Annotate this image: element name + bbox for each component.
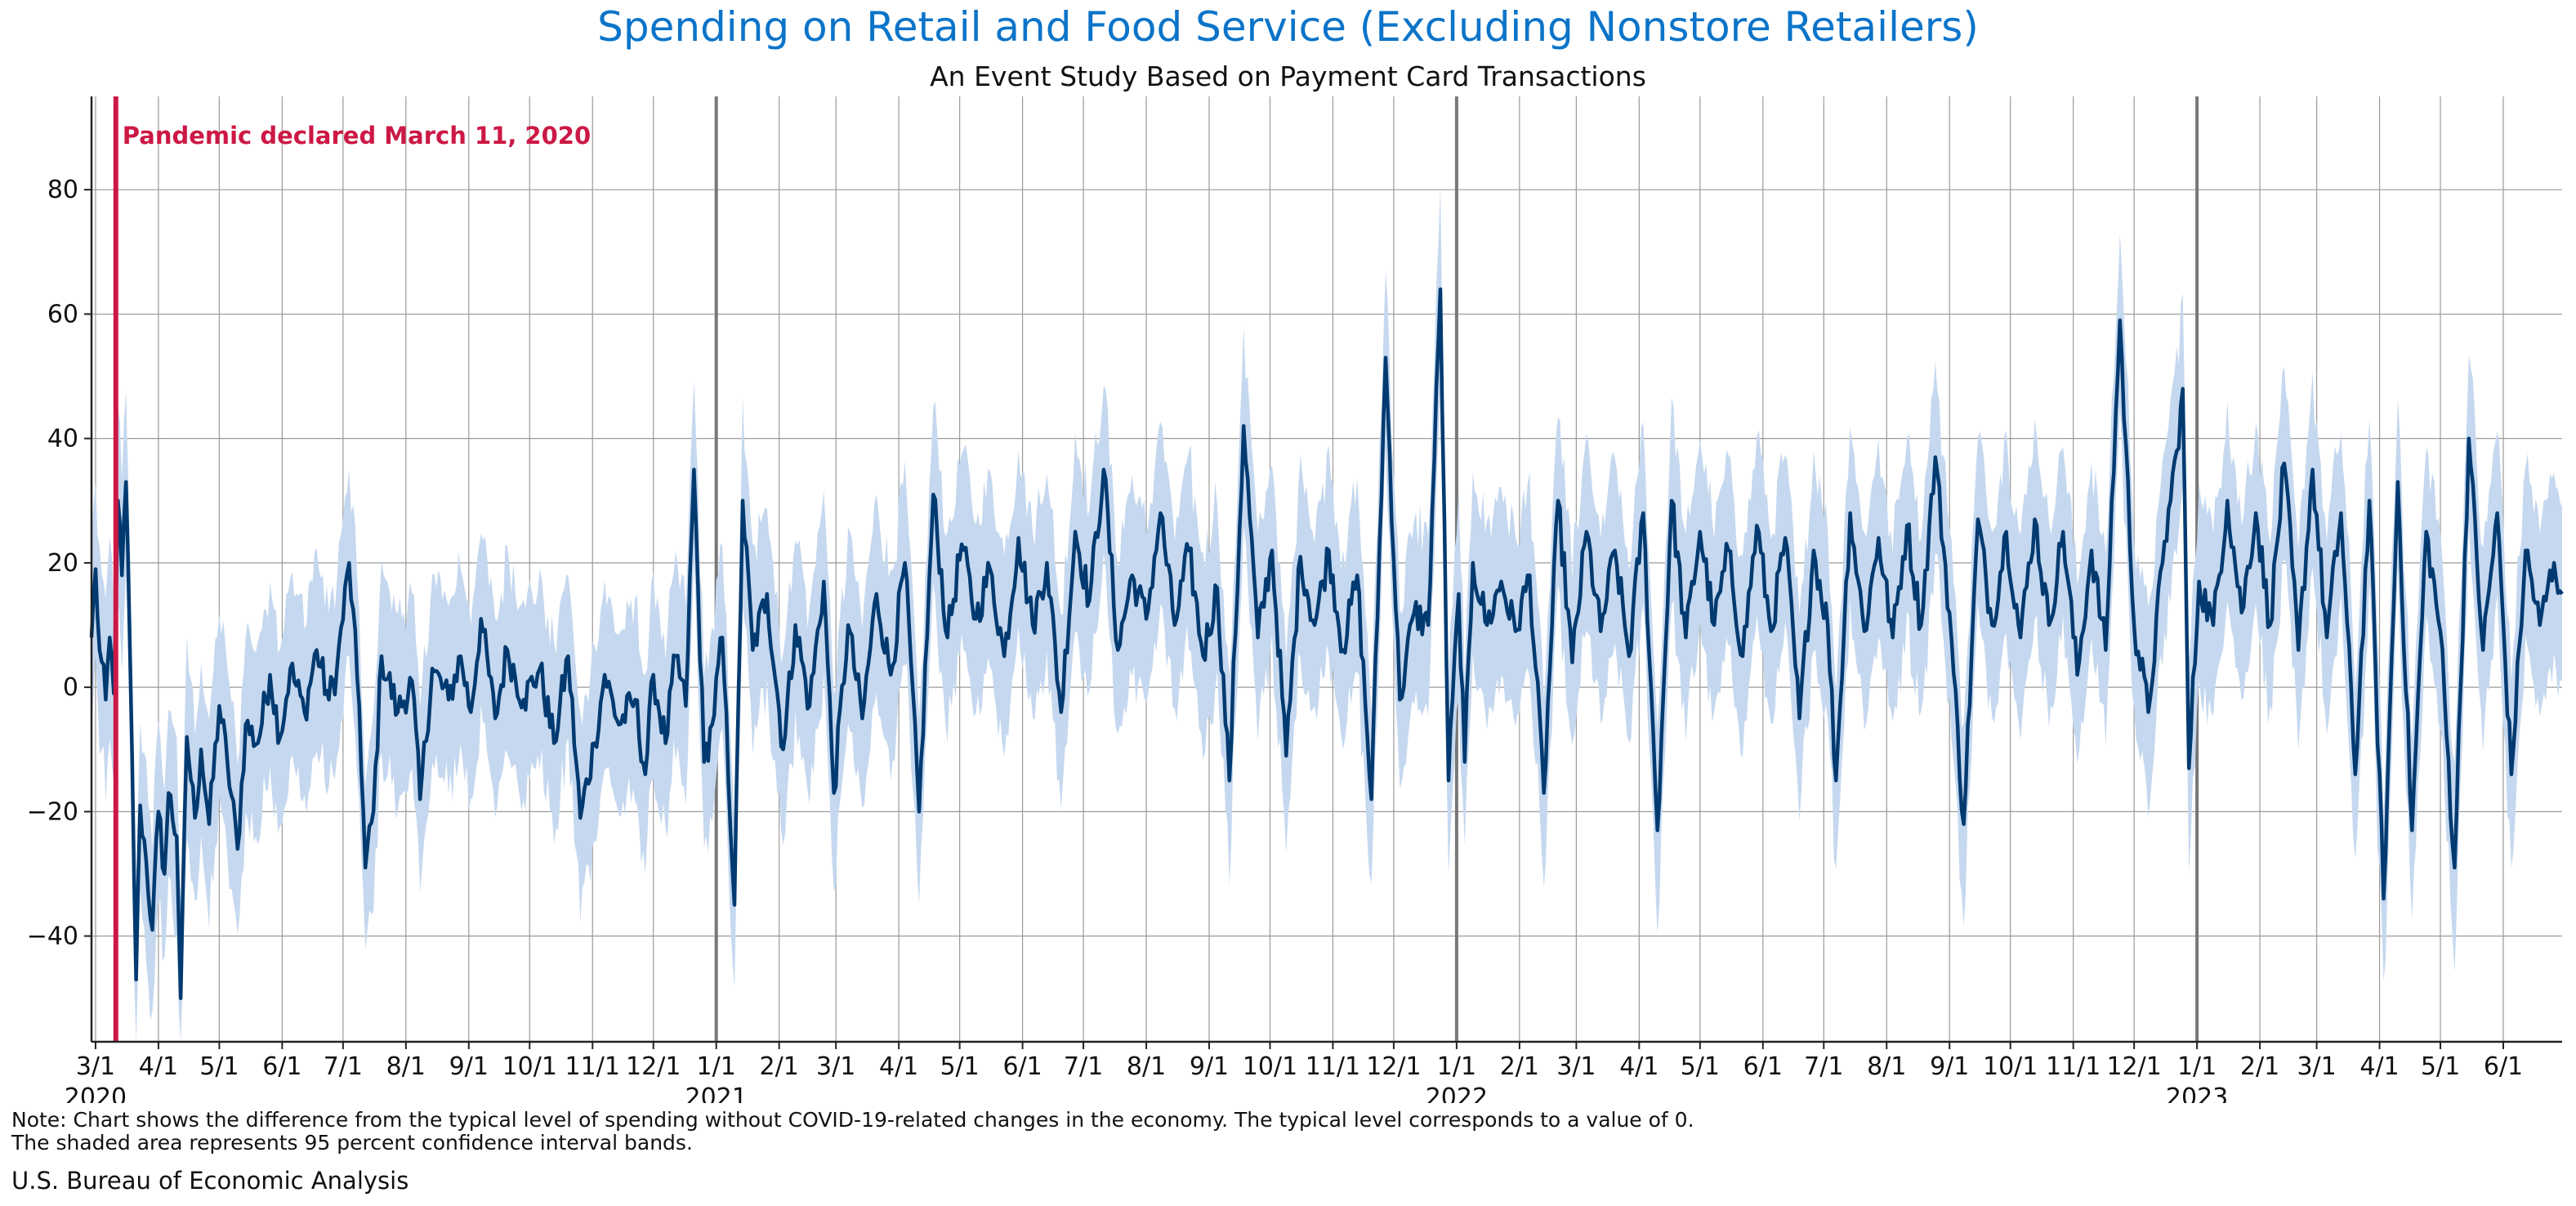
axes bbox=[84, 96, 2562, 1049]
x-tick-label: 8/1 bbox=[386, 1052, 426, 1081]
event-marker-layer: Pandemic declared March 11, 2020 bbox=[113, 96, 591, 1042]
x-year-label: 2020 bbox=[65, 1083, 127, 1103]
y-tick-label: −20 bbox=[27, 797, 78, 826]
x-tick-label: 3/1 bbox=[2297, 1052, 2336, 1081]
x-year-label: 2023 bbox=[2166, 1083, 2228, 1103]
y-tick-label: 40 bbox=[47, 425, 78, 453]
series-line bbox=[89, 287, 2564, 1000]
x-tick-label: 6/1 bbox=[1743, 1052, 1783, 1081]
x-year-label: 2021 bbox=[685, 1083, 748, 1103]
x-tick-label: 8/1 bbox=[1867, 1052, 1906, 1081]
y-tick-label: 0 bbox=[63, 673, 78, 702]
y-tick-label: 80 bbox=[47, 176, 78, 204]
x-tick-label: 7/1 bbox=[1804, 1052, 1843, 1081]
x-tick-label: 4/1 bbox=[139, 1052, 178, 1081]
x-tick-label: 9/1 bbox=[1190, 1052, 1229, 1081]
x-tick-label: 9/1 bbox=[1930, 1052, 1969, 1081]
x-tick-label: 10/1 bbox=[502, 1052, 557, 1081]
series-line-layer bbox=[89, 287, 2564, 1000]
x-tick-label: 7/1 bbox=[1064, 1052, 1103, 1081]
x-tick-label: 6/1 bbox=[262, 1052, 301, 1081]
x-tick-label: 3/1 bbox=[76, 1052, 115, 1081]
x-tick-label: 12/1 bbox=[2106, 1052, 2161, 1081]
x-tick-label: 9/1 bbox=[449, 1052, 489, 1081]
x-tick-label: 11/1 bbox=[2046, 1052, 2101, 1081]
x-tick-label: 1/1 bbox=[2177, 1052, 2217, 1081]
x-tick-label: 5/1 bbox=[2421, 1052, 2460, 1081]
event-label: Pandemic declared March 11, 2020 bbox=[123, 122, 591, 150]
tick-labels: −40 −20 0 20 40 60 80 3/1 4/1 5/1 6/1 7/1 8/1 9/1 10/1… bbox=[27, 176, 2523, 1103]
y-tick-label: 20 bbox=[47, 549, 78, 578]
x-tick-label: 10/1 bbox=[1983, 1052, 2038, 1081]
x-tick-label: 3/1 bbox=[816, 1052, 855, 1081]
x-tick-label: 1/1 bbox=[1437, 1052, 1476, 1081]
x-tick-label: 10/1 bbox=[1243, 1052, 1297, 1081]
x-tick-label: 6/1 bbox=[2484, 1052, 2523, 1081]
chart-note: Note: Chart shows the difference from th… bbox=[11, 1108, 1694, 1132]
grid bbox=[92, 96, 2562, 1042]
line-chart: Pandemic declared March 11, 2020 −40 −20 0… bbox=[27, 96, 2564, 1103]
x-tick-label: 12/1 bbox=[1366, 1052, 1421, 1081]
y-tick-label: −40 bbox=[27, 922, 78, 951]
x-tick-label: 7/1 bbox=[324, 1052, 363, 1081]
x-tick-label: 4/1 bbox=[2359, 1052, 2399, 1081]
x-tick-label: 11/1 bbox=[1306, 1052, 1360, 1081]
y-tick-label: 60 bbox=[47, 300, 78, 328]
x-tick-label: 3/1 bbox=[1556, 1052, 1596, 1081]
confidence-band-layer bbox=[92, 185, 2562, 1043]
x-tick-label: 4/1 bbox=[879, 1052, 918, 1081]
chart-note-band: The shaded area represents 95 percent co… bbox=[11, 1131, 693, 1155]
chart-title: Spending on Retail and Food Service (Exc… bbox=[597, 3, 1979, 51]
x-tick-label: 2/1 bbox=[2240, 1052, 2279, 1081]
chart-subtitle: An Event Study Based on Payment Card Tra… bbox=[930, 60, 1646, 92]
x-tick-label: 1/1 bbox=[697, 1052, 736, 1081]
x-tick-label: 5/1 bbox=[199, 1052, 239, 1081]
x-year-label: 2022 bbox=[1426, 1083, 1488, 1103]
x-tick-label: 6/1 bbox=[1002, 1052, 1042, 1081]
source-attribution: U.S. Bureau of Economic Analysis bbox=[11, 1167, 409, 1195]
x-tick-label: 2/1 bbox=[760, 1052, 799, 1081]
confidence-band bbox=[92, 185, 2562, 1043]
x-tick-label: 5/1 bbox=[940, 1052, 979, 1081]
x-tick-label: 12/1 bbox=[626, 1052, 681, 1081]
x-tick-label: 5/1 bbox=[1681, 1052, 1720, 1081]
x-tick-label: 4/1 bbox=[1619, 1052, 1659, 1081]
x-tick-label: 11/1 bbox=[565, 1052, 620, 1081]
x-tick-label: 2/1 bbox=[1500, 1052, 1539, 1081]
x-tick-label: 8/1 bbox=[1127, 1052, 1166, 1081]
